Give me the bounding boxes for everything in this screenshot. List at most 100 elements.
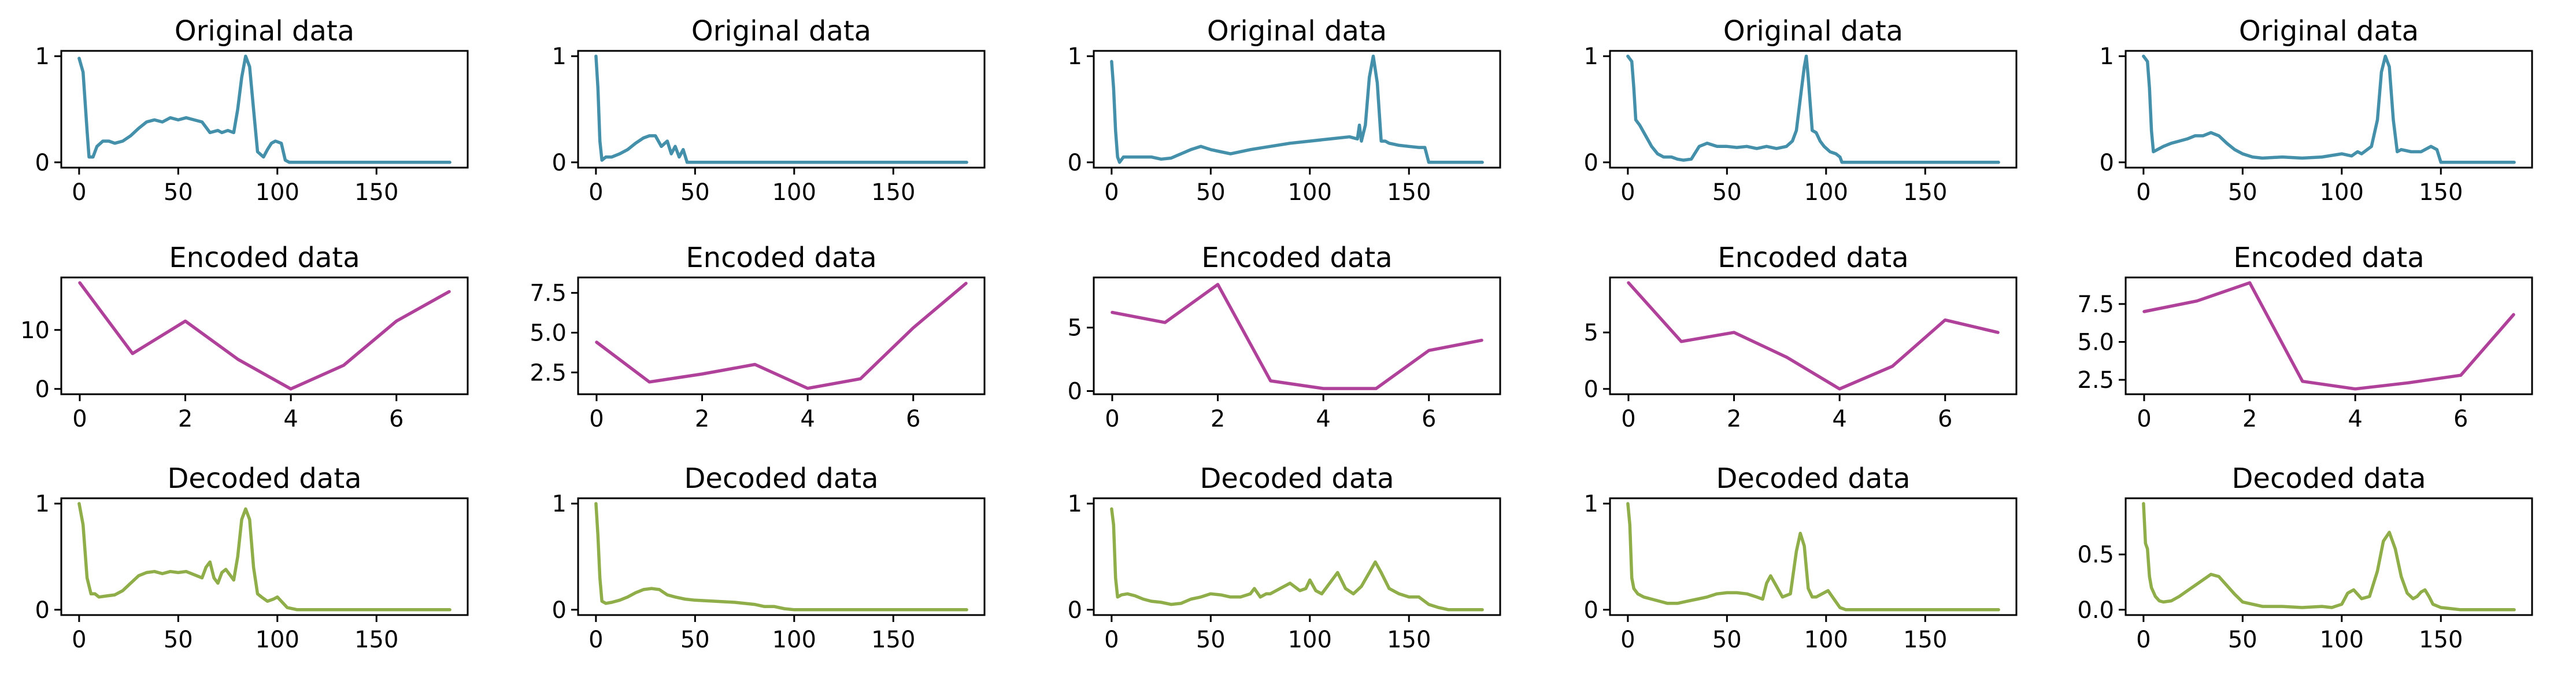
x-tick-label: 150 <box>871 627 915 653</box>
x-tick-label: 150 <box>1387 627 1431 653</box>
panel-title: Encoded data <box>2233 242 2424 274</box>
x-tick-label: 100 <box>772 627 816 653</box>
x-tick-label: 0 <box>2137 406 2151 432</box>
axes-frame <box>577 50 986 169</box>
y-tick-label: 1 <box>1584 491 1598 517</box>
y-tick-label: 5 <box>1584 320 1598 346</box>
panel-orig-3: Original data 0 50 100 150 0 1 <box>1068 15 1501 206</box>
axes-frame <box>2125 497 2533 616</box>
y-tick-label: 0.5 <box>2077 542 2114 568</box>
x-tick-label: 2 <box>1727 406 1741 432</box>
x-tick-label: 2 <box>695 406 709 432</box>
y-tick-label: 1 <box>1068 491 1082 517</box>
axes-frame <box>60 276 469 395</box>
x-tick-label: 0 <box>1620 627 1635 653</box>
y-tick-label: 2.5 <box>2077 367 2114 394</box>
panel-orig-2: Original data 0 50 100 150 0 1 <box>552 15 986 206</box>
x-tick-label: 50 <box>1712 627 1742 653</box>
series-line <box>1626 54 2000 164</box>
series-line <box>594 54 968 164</box>
axes-frame <box>60 50 469 169</box>
x-tick-label: 100 <box>1288 627 1332 653</box>
y-tick-label: 0 <box>1068 597 1082 624</box>
x-tick-label: 6 <box>1938 406 1952 432</box>
axes-frame <box>2125 276 2533 395</box>
x-tick-label: 4 <box>1832 406 1846 432</box>
panel-enc-5: Encoded data 0 2 4 6 2.5 5.0 7.5 <box>2077 242 2533 432</box>
x-tick-label: 100 <box>1804 179 1848 206</box>
series-line <box>1626 502 2000 612</box>
x-tick-label: 6 <box>1422 406 1436 432</box>
y-tick-label: 0 <box>1584 376 1598 403</box>
x-tick-label: 150 <box>354 179 398 206</box>
series-line <box>1111 283 1483 390</box>
y-tick-label: 0 <box>2100 150 2114 176</box>
series-line <box>594 502 968 612</box>
series-line <box>77 502 451 612</box>
x-tick-label: 150 <box>2419 179 2463 206</box>
axes-frame <box>1093 50 1501 169</box>
y-tick-label: 0 <box>35 150 50 176</box>
y-tick-label: 1 <box>552 43 567 70</box>
x-tick-label: 0 <box>1105 406 1119 432</box>
y-tick-label: 1 <box>1068 43 1082 70</box>
x-tick-label: 150 <box>2419 627 2463 653</box>
x-tick-label: 0 <box>1104 627 1119 653</box>
series-line <box>78 281 451 391</box>
x-tick-label: 0 <box>72 179 86 206</box>
panel-dec-3: Decoded data 0 50 100 150 0 1 <box>1068 462 1501 653</box>
x-tick-label: 100 <box>1804 627 1848 653</box>
x-tick-label: 4 <box>1316 406 1330 432</box>
x-tick-label: 50 <box>680 627 710 653</box>
y-tick-label: 0 <box>552 150 567 176</box>
panel-title: Encoded data <box>169 242 360 274</box>
panel-title: Decoded data <box>167 462 361 495</box>
x-tick-label: 100 <box>1288 179 1332 206</box>
x-tick-label: 2 <box>2242 406 2257 432</box>
panel-title: Encoded data <box>686 242 876 274</box>
series-line <box>2142 54 2516 164</box>
panel-dec-2: Decoded data 0 50 100 150 0 1 <box>552 462 986 653</box>
x-tick-label: 4 <box>283 406 298 432</box>
y-tick-label: 5.0 <box>2077 329 2114 355</box>
series-line <box>1110 54 1484 164</box>
y-tick-label: 2.5 <box>530 360 567 386</box>
x-tick-label: 0 <box>589 406 604 432</box>
x-tick-label: 0 <box>1620 179 1635 206</box>
panel-dec-5: Decoded data 0 50 100 150 0.0 0.5 <box>2077 462 2533 653</box>
y-tick-label: 5.0 <box>530 320 567 346</box>
x-tick-label: 50 <box>164 627 193 653</box>
x-tick-label: 2 <box>178 406 193 432</box>
x-tick-label: 4 <box>800 406 815 432</box>
x-tick-label: 50 <box>680 179 710 206</box>
y-tick-label: 0 <box>1584 150 1598 176</box>
x-tick-label: 0 <box>72 406 87 432</box>
x-tick-label: 150 <box>354 627 398 653</box>
x-tick-label: 6 <box>906 406 920 432</box>
x-tick-label: 0 <box>1621 406 1635 432</box>
y-tick-label: 1 <box>1584 43 1598 70</box>
panel-title: Decoded data <box>1716 462 1910 495</box>
x-tick-label: 150 <box>1903 627 1947 653</box>
panel-title: Encoded data <box>1718 242 1908 274</box>
x-tick-label: 100 <box>256 627 299 653</box>
y-tick-label: 5 <box>1068 315 1082 342</box>
y-tick-label: 0 <box>1068 150 1082 176</box>
y-tick-label: 0 <box>35 597 50 624</box>
axes-frame <box>1609 497 2018 616</box>
panel-orig-1: Original data 0 50 100 150 0 1 <box>35 15 469 206</box>
x-tick-label: 0 <box>72 627 86 653</box>
axes-frame <box>577 276 986 395</box>
x-tick-label: 0 <box>589 627 603 653</box>
x-tick-label: 100 <box>772 179 816 206</box>
series-line <box>1110 507 1484 612</box>
axes-frame <box>1093 276 1501 395</box>
y-tick-label: 1 <box>552 491 567 517</box>
x-tick-label: 0 <box>2136 179 2151 206</box>
y-tick-label: 0 <box>1068 379 1082 405</box>
panel-title: Original data <box>1723 15 1903 47</box>
panel-title: Original data <box>175 15 354 47</box>
